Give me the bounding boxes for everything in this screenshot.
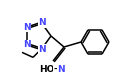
Text: N: N bbox=[23, 40, 30, 49]
Text: N: N bbox=[38, 18, 46, 27]
Text: N: N bbox=[23, 23, 30, 32]
Text: -: - bbox=[53, 64, 57, 74]
Text: HO: HO bbox=[39, 64, 55, 74]
Text: N: N bbox=[57, 64, 65, 74]
Text: N: N bbox=[38, 45, 46, 54]
